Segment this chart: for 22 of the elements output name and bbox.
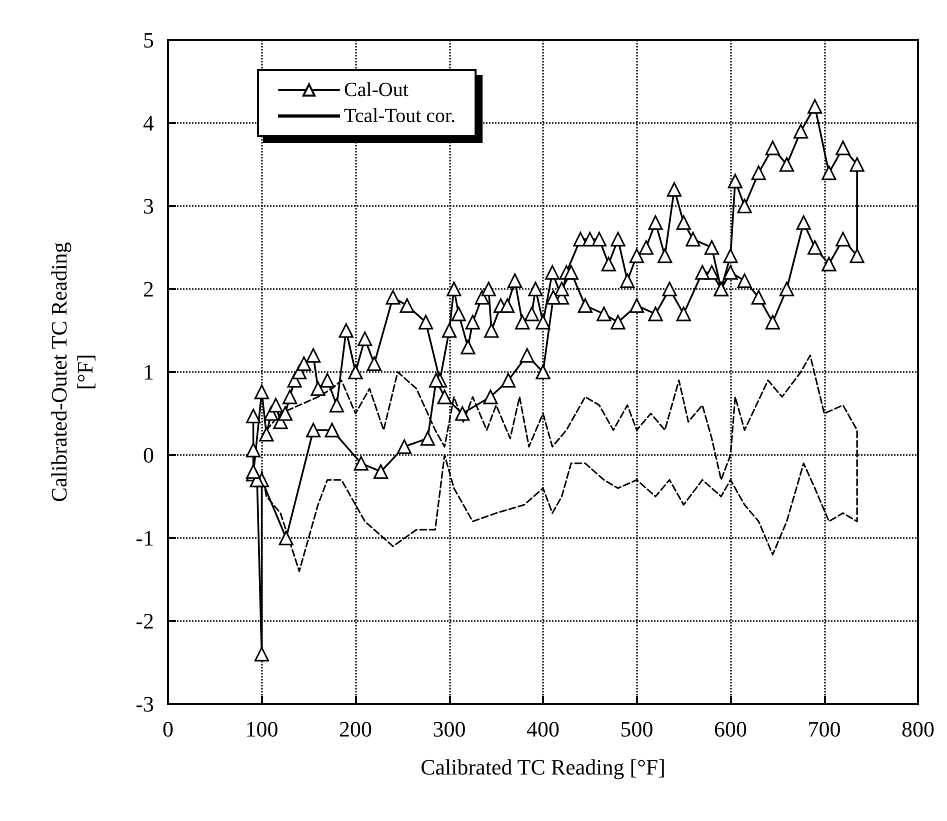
y-tick-label: -3 (136, 692, 154, 716)
x-tick-label: 400 (526, 716, 560, 742)
y-tick-label: -1 (136, 526, 154, 550)
x-tick-label: 500 (620, 716, 654, 742)
x-tick-label: 700 (808, 716, 841, 742)
legend-label: Tcal-Tout cor. (344, 105, 456, 127)
y-tick-label: -2 (136, 608, 154, 634)
y-tick-label: 4 (143, 110, 154, 136)
x-tick-label: 100 (245, 716, 278, 742)
y-tick-label: 0 (143, 442, 154, 468)
y-tick-label: 2 (143, 276, 154, 302)
x-tick-label: 200 (339, 716, 372, 742)
x-tick-label: 600 (714, 716, 747, 742)
x-tick-label: 300 (432, 716, 466, 742)
x-axis-title: Calibrated TC Reading [°F] (420, 754, 666, 780)
y-axis-title: Calibrated-Outet TC Reading [°F] (46, 242, 98, 502)
y-tick-label: 1 (143, 360, 154, 384)
x-tick-label: 0 (162, 716, 174, 742)
y-tick-label: 5 (143, 28, 154, 52)
legend-label: Cal-Out (344, 79, 409, 101)
x-tick-label: 800 (902, 716, 934, 742)
y-tick-label: 3 (143, 194, 154, 218)
